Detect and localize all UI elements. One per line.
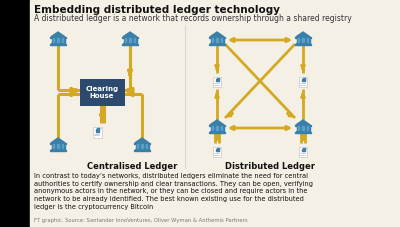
Polygon shape <box>306 147 307 149</box>
Bar <box>209 44 225 45</box>
Bar <box>221 38 222 42</box>
Bar <box>296 131 310 132</box>
Text: A distributed ledger is a network that records ownership through a shared regist: A distributed ledger is a network that r… <box>34 14 352 23</box>
Bar <box>303 148 305 151</box>
Bar <box>52 144 54 148</box>
Bar <box>217 78 219 81</box>
Polygon shape <box>51 138 65 143</box>
Bar <box>216 149 218 151</box>
Bar <box>298 126 299 130</box>
Polygon shape <box>296 120 310 125</box>
Bar <box>298 38 299 42</box>
Text: Distributed Ledger: Distributed Ledger <box>225 162 315 171</box>
Bar <box>216 79 218 81</box>
Bar <box>50 37 66 38</box>
Bar <box>221 126 222 130</box>
Bar <box>134 38 136 42</box>
Bar <box>307 38 308 42</box>
Polygon shape <box>100 127 102 129</box>
Bar <box>124 38 136 43</box>
Bar <box>295 132 311 133</box>
Text: Embedding distributed ledger technology: Embedding distributed ledger technology <box>34 5 280 15</box>
Text: Centralised Ledger: Centralised Ledger <box>87 162 177 171</box>
Polygon shape <box>210 32 224 37</box>
Bar <box>134 150 150 151</box>
Bar <box>295 125 311 126</box>
Bar <box>209 125 225 126</box>
Bar <box>134 143 150 144</box>
Bar <box>51 43 65 44</box>
Bar <box>52 38 64 43</box>
Text: In contrast to today’s networks, distributed ledgers eliminate the need for cent: In contrast to today’s networks, distrib… <box>34 173 313 210</box>
Text: Clearing
House: Clearing House <box>86 86 118 99</box>
Polygon shape <box>51 32 65 37</box>
Bar <box>122 44 138 45</box>
Bar <box>136 144 138 148</box>
Bar <box>135 149 149 150</box>
Bar <box>302 149 304 151</box>
Bar <box>123 43 137 44</box>
Bar <box>302 79 304 81</box>
Polygon shape <box>220 77 221 79</box>
Bar <box>124 38 126 42</box>
Bar <box>51 149 65 150</box>
Bar <box>307 126 308 130</box>
Bar <box>57 144 59 148</box>
Bar <box>122 37 138 38</box>
Bar <box>52 38 54 42</box>
Bar <box>96 129 98 132</box>
Bar <box>302 38 304 42</box>
Bar <box>210 131 224 132</box>
Bar <box>141 144 143 148</box>
Polygon shape <box>296 32 310 37</box>
Text: FT graphic. Source: Santander InnoVentures, Oliver Wyman & Anthemis Partners: FT graphic. Source: Santander InnoVentur… <box>34 218 248 223</box>
Bar <box>62 38 64 42</box>
Bar <box>296 126 310 131</box>
Bar <box>210 126 224 131</box>
Bar <box>210 43 224 44</box>
Bar <box>213 147 221 157</box>
Bar <box>299 77 307 87</box>
Bar <box>146 144 148 148</box>
Polygon shape <box>220 147 221 149</box>
Polygon shape <box>210 120 224 125</box>
FancyBboxPatch shape <box>80 79 124 106</box>
Bar <box>52 144 64 149</box>
Bar <box>212 38 213 42</box>
Bar <box>57 38 59 42</box>
Bar <box>295 44 311 45</box>
Bar <box>299 147 307 157</box>
Bar <box>62 144 64 148</box>
Bar <box>50 150 66 151</box>
Polygon shape <box>135 138 149 143</box>
Bar <box>50 143 66 144</box>
Bar <box>97 128 99 132</box>
Bar <box>210 38 224 43</box>
Bar <box>216 126 218 130</box>
Bar <box>50 44 66 45</box>
Bar <box>217 148 219 151</box>
Bar <box>209 37 225 38</box>
Bar <box>303 78 305 81</box>
Polygon shape <box>306 77 307 79</box>
Bar <box>212 126 213 130</box>
Bar <box>296 38 310 43</box>
Bar <box>129 38 131 42</box>
Bar <box>213 77 221 87</box>
Bar <box>136 144 148 149</box>
Bar <box>296 43 310 44</box>
Bar <box>302 126 304 130</box>
Bar <box>216 38 218 42</box>
Polygon shape <box>123 32 137 37</box>
Bar <box>209 132 225 133</box>
Bar <box>92 127 102 138</box>
Bar <box>295 37 311 38</box>
